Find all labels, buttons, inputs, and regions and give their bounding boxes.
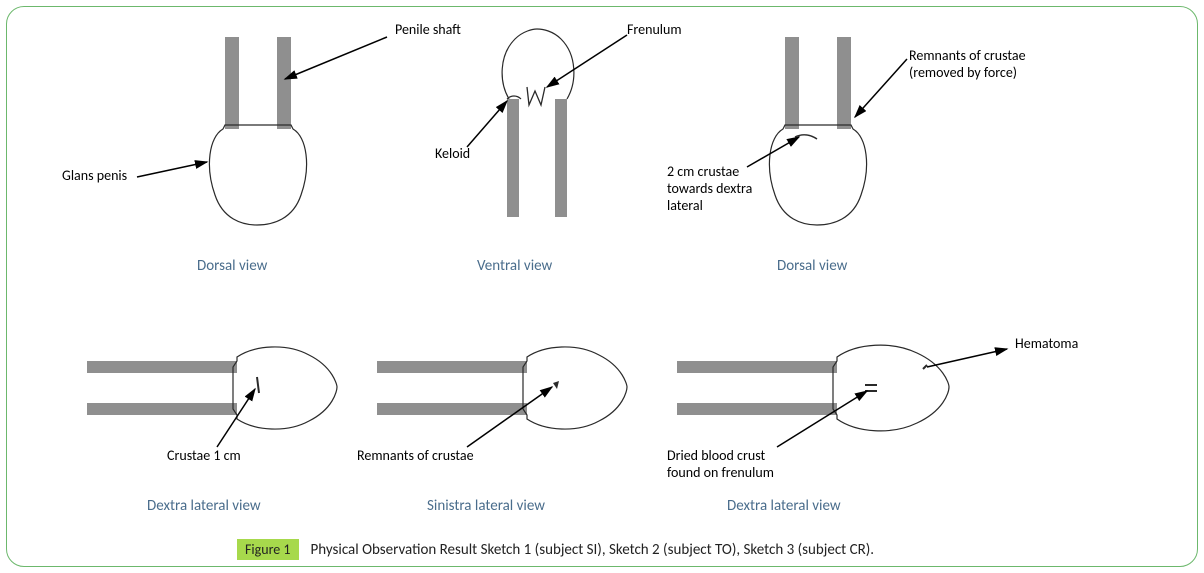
- viewlabel-bot-2: Sinistra lateral view: [427, 497, 545, 515]
- label-2cm-crustae: 2 cm crustae towards dextra lateral: [667, 163, 752, 214]
- viewlabel-top-1: Dorsal view: [197, 257, 267, 275]
- label-hematoma: Hematoma: [1015, 335, 1078, 352]
- label-penile-shaft: Penile shaft: [395, 21, 461, 38]
- viewlabel-top-3: Dorsal view: [777, 257, 847, 275]
- figure-caption-bar: Figure 1 Physical Observation Result Ske…: [237, 539, 874, 560]
- label-crustae-1cm: Crustae 1 cm: [167, 447, 241, 464]
- figure-caption: Physical Observation Result Sketch 1 (su…: [311, 541, 875, 559]
- viewlabel-bot-1: Dextra lateral view: [147, 497, 261, 515]
- figure-tag: Figure 1: [237, 539, 299, 560]
- viewlabel-top-2: Ventral view: [477, 257, 552, 275]
- label-keloid: Keloid: [435, 145, 470, 162]
- viewlabel-bot-3: Dextra lateral view: [727, 497, 841, 515]
- figure-frame: Penile shaft Frenulum Glans penis Keloid…: [6, 6, 1198, 567]
- label-remnants: Remnants of crustae: [357, 447, 474, 464]
- label-remnants-force: Remnants of crustae (removed by force): [909, 47, 1026, 81]
- label-frenulum: Frenulum: [627, 21, 682, 38]
- label-glans-penis: Glans penis: [62, 167, 127, 184]
- label-dried-blood: Dried blood crust found on frenulum: [667, 447, 774, 481]
